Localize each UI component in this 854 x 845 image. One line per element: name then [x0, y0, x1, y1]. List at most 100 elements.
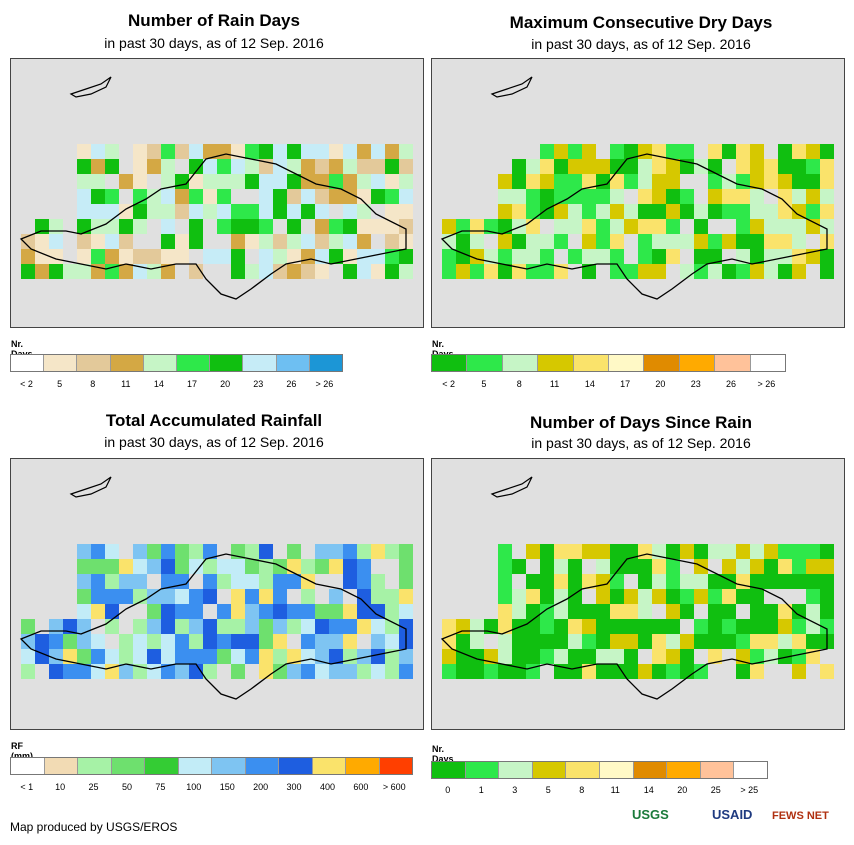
grid-cell — [596, 189, 610, 204]
grid-cell — [806, 174, 820, 189]
grid-cell — [666, 174, 680, 189]
grid-cell — [554, 619, 568, 634]
grid-cell — [442, 219, 456, 234]
grid-cell — [666, 619, 680, 634]
grid-cell — [105, 189, 119, 204]
grid-cell — [582, 204, 596, 219]
grid-cell — [273, 174, 287, 189]
grid-cell — [161, 559, 175, 574]
grid-cell — [512, 649, 526, 664]
grid-cell — [77, 619, 91, 634]
grid-cell — [259, 174, 273, 189]
grid-cell — [750, 544, 764, 559]
grid-cell — [231, 219, 245, 234]
grid-cell — [329, 664, 343, 679]
grid-cell — [526, 159, 540, 174]
grid-cell — [147, 159, 161, 174]
grid-cell — [526, 249, 540, 264]
grid-cell — [596, 649, 610, 664]
grid-cell — [666, 649, 680, 664]
grid-cell — [77, 574, 91, 589]
grid-cell — [105, 574, 119, 589]
grid-cell — [582, 249, 596, 264]
grid-cell — [750, 189, 764, 204]
grid-cell — [568, 634, 582, 649]
grid-cell — [638, 159, 652, 174]
grid-cell — [736, 619, 750, 634]
grid-cell — [189, 664, 203, 679]
grid-cell — [203, 144, 217, 159]
grid-cell — [526, 234, 540, 249]
legend-label: 25 — [710, 785, 721, 795]
grid-cell — [596, 574, 610, 589]
grid-cell — [161, 144, 175, 159]
grid-cell — [301, 649, 315, 664]
grid-cell — [175, 634, 189, 649]
grid-cell — [680, 144, 694, 159]
grid-cell — [385, 589, 399, 604]
grid-cell — [582, 649, 596, 664]
grid-cell — [147, 559, 161, 574]
grid-cell — [526, 544, 540, 559]
legend-label: 0 — [445, 785, 451, 795]
grid-cell — [526, 634, 540, 649]
grid-cell — [638, 174, 652, 189]
grid-cell — [189, 219, 203, 234]
grid-cell — [91, 234, 105, 249]
grid-cell — [750, 174, 764, 189]
grid-cell — [792, 234, 806, 249]
grid-cell — [540, 144, 554, 159]
grid-cell — [498, 559, 512, 574]
grid-cell — [217, 574, 231, 589]
island-map — [440, 76, 834, 300]
grid-cell — [399, 264, 413, 279]
grid-cell — [329, 649, 343, 664]
grid-cell — [77, 234, 91, 249]
grid-cell — [442, 264, 456, 279]
grid-cell — [91, 544, 105, 559]
grid-cell — [750, 574, 764, 589]
grid-cell — [498, 204, 512, 219]
grid-cell — [259, 234, 273, 249]
grid-cell — [77, 589, 91, 604]
grid-cell — [582, 189, 596, 204]
grid-cell — [301, 634, 315, 649]
grid-cell — [315, 664, 329, 679]
grid-cell — [708, 264, 722, 279]
grid-cell — [792, 159, 806, 174]
grid-cell — [568, 219, 582, 234]
grid-cell — [736, 219, 750, 234]
island-map — [19, 76, 413, 300]
grid-cell — [357, 159, 371, 174]
grid-cell — [596, 544, 610, 559]
grid-cell — [554, 544, 568, 559]
grid-cell — [161, 619, 175, 634]
grid-cell — [792, 559, 806, 574]
grid-cell — [189, 619, 203, 634]
grid-cell — [820, 219, 834, 234]
grid-cell — [315, 634, 329, 649]
grid-cell — [512, 159, 526, 174]
legend-swatch — [532, 762, 567, 778]
grid-cell — [217, 174, 231, 189]
grid-cell — [301, 664, 315, 679]
grid-cell — [680, 544, 694, 559]
grid-cell — [722, 559, 736, 574]
grid-cell — [203, 189, 217, 204]
grid-cell — [750, 649, 764, 664]
grid-cell — [554, 559, 568, 574]
grid-cell — [498, 664, 512, 679]
grid-cell — [638, 574, 652, 589]
grid-cell — [610, 604, 624, 619]
grid-cell — [568, 189, 582, 204]
grid-cell — [399, 174, 413, 189]
grid-cell — [105, 144, 119, 159]
grid-cell — [77, 264, 91, 279]
grid-cell — [554, 574, 568, 589]
legend-swatch — [177, 355, 211, 371]
grid-cell — [175, 559, 189, 574]
grid-cell — [343, 174, 357, 189]
grid-cell — [259, 634, 273, 649]
grid-cell — [512, 174, 526, 189]
grid-cell — [385, 604, 399, 619]
